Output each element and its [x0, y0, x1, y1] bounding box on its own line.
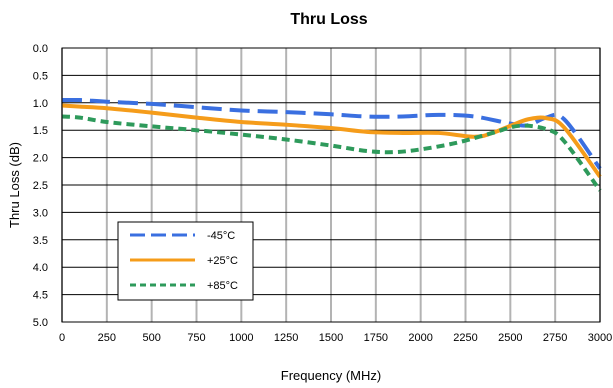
x-tick-label: 1250 [274, 332, 298, 344]
legend-label: -45°C [207, 230, 235, 242]
x-tick-label: 0 [59, 332, 65, 344]
y-tick-label: 0.0 [33, 43, 48, 55]
tick-labels: 0 250 500 750 1000 1250 1500 1750 2000 2250 2500 27… [33, 43, 613, 344]
series-line-3 [61, 114, 602, 192]
y-tick-label: 4.0 [33, 262, 48, 274]
legend: -45°C +25°C +85°C [117, 221, 254, 301]
series-line-2 [61, 103, 602, 178]
legend-label: +25°C [207, 255, 238, 267]
y-tick-label: 5.0 [33, 317, 48, 329]
x-tick-label: 500 [142, 332, 160, 344]
x-tick-label: 3000 [588, 332, 612, 344]
y-tick-label: 2.0 [33, 153, 48, 165]
y-tick-label: 4.5 [33, 290, 48, 302]
y-tick-label: 2.5 [33, 180, 48, 192]
x-tick-label: 2500 [498, 332, 522, 344]
y-tick-label: 1.5 [33, 125, 48, 137]
x-tick-label: 2750 [543, 332, 567, 344]
x-tick-label: 2000 [408, 332, 432, 344]
y-tick-label: 1.0 [33, 98, 48, 110]
x-tick-label: 1750 [364, 332, 388, 344]
y-axis-title: Thru Loss (dB) [7, 142, 22, 228]
y-tick-label: 3.0 [33, 207, 48, 219]
x-tick-label: 1500 [319, 332, 343, 344]
plot-area-frame [61, 47, 601, 323]
x-tick-label: 2250 [453, 332, 477, 344]
series-lines [61, 97, 602, 192]
y-tick-label: 3.5 [33, 235, 48, 247]
x-tick-label: 750 [187, 332, 205, 344]
y-tick-label: 0.5 [33, 70, 48, 82]
x-tick-label: 1000 [229, 332, 253, 344]
x-axis-title: Frequency (MHz) [281, 368, 381, 383]
chart-title: Thru Loss [290, 11, 367, 28]
x-tick-label: 250 [98, 332, 116, 344]
legend-label: +85°C [207, 280, 238, 292]
